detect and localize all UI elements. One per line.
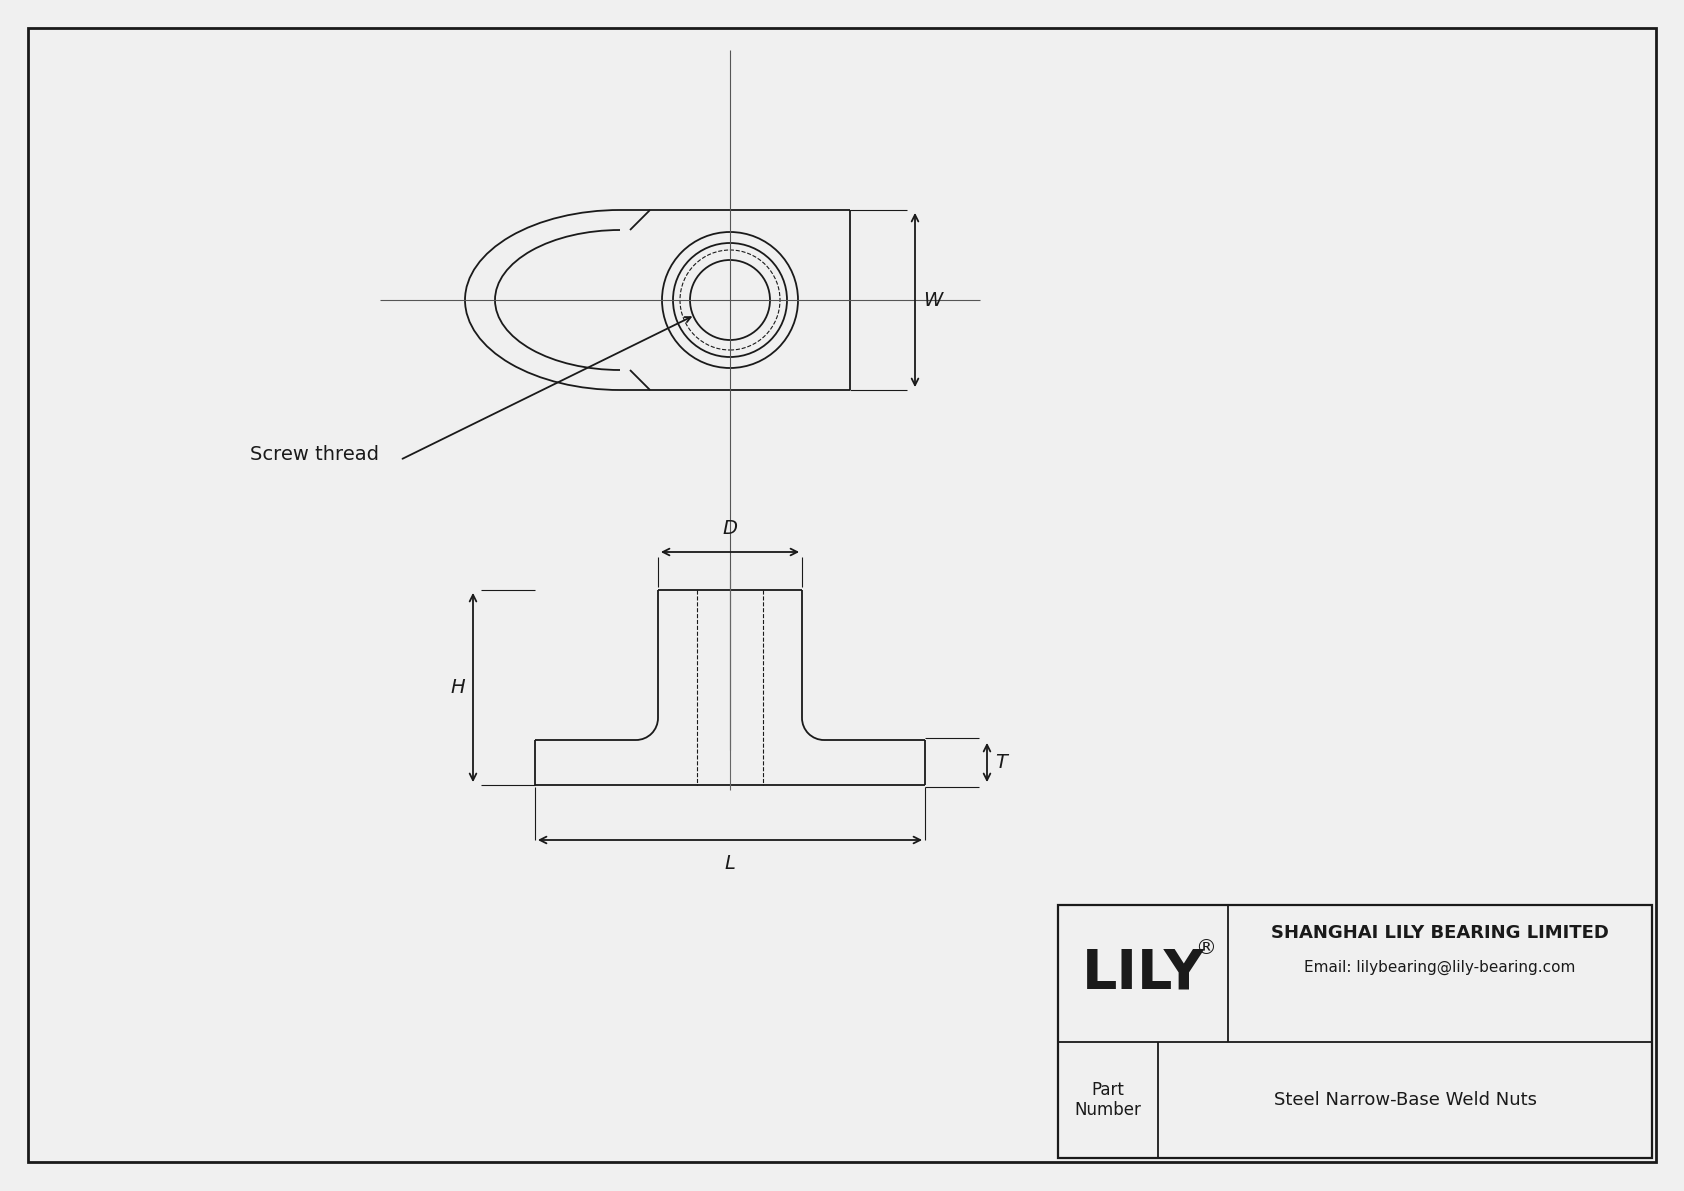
Text: L: L [724,854,736,873]
Text: Email: lilybearing@lily-bearing.com: Email: lilybearing@lily-bearing.com [1305,960,1576,974]
Text: SHANGHAI LILY BEARING LIMITED: SHANGHAI LILY BEARING LIMITED [1271,924,1608,942]
Text: Screw thread: Screw thread [249,445,379,464]
Text: H: H [450,678,465,697]
Text: Part
Number: Part Number [1074,1080,1142,1120]
Text: D: D [722,519,738,538]
Text: LILY: LILY [1081,947,1204,1000]
Text: T: T [995,753,1007,772]
Text: ®: ® [1196,937,1216,958]
Bar [1058,905,1652,1158]
Text: Steel Narrow-Base Weld Nuts: Steel Narrow-Base Weld Nuts [1273,1091,1536,1109]
Text: W: W [923,291,943,310]
